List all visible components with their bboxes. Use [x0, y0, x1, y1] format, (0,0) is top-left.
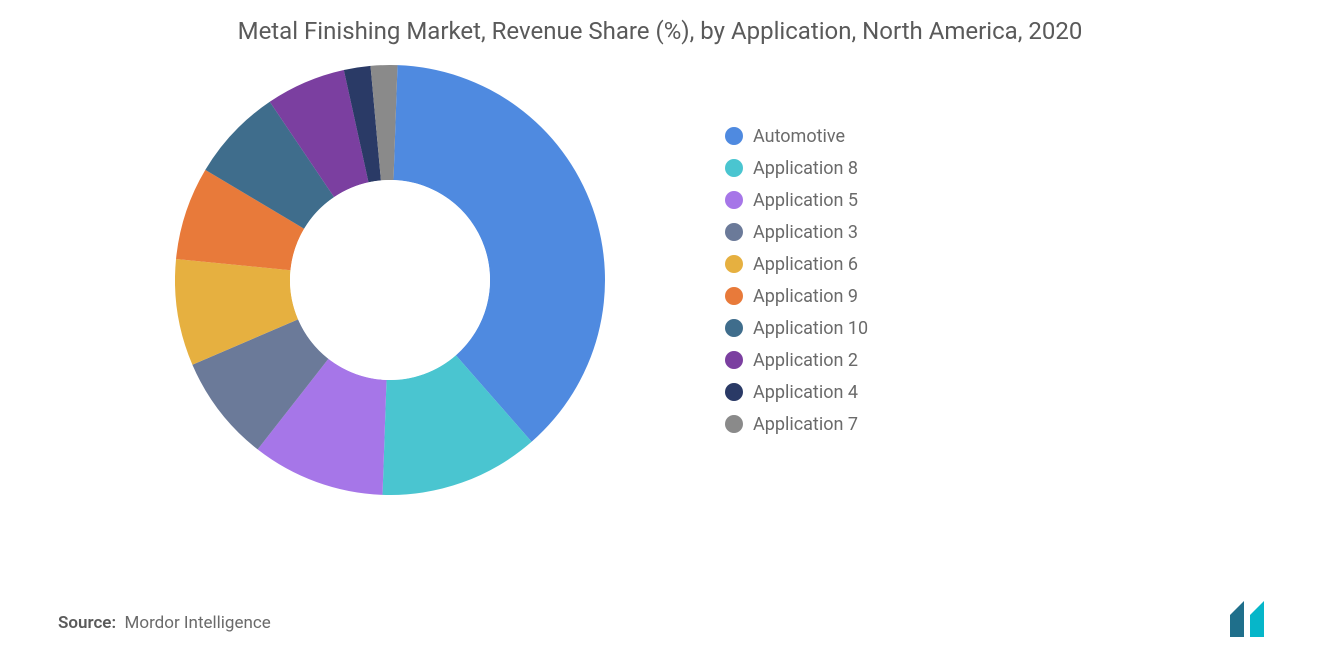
donut-chart: [175, 65, 605, 495]
legend-swatch: [725, 383, 743, 401]
legend-swatch: [725, 287, 743, 305]
legend-item: Application 10: [725, 318, 868, 339]
legend-item: Application 5: [725, 190, 868, 211]
legend-item: Automotive: [725, 126, 868, 147]
legend-label: Application 6: [753, 254, 858, 275]
legend-label: Automotive: [753, 126, 845, 147]
legend-item: Application 3: [725, 222, 868, 243]
legend-label: Application 9: [753, 286, 858, 307]
legend: Automotive Application 8 Application 5 Appl…: [725, 126, 868, 435]
legend-swatch: [725, 127, 743, 145]
legend-swatch: [725, 351, 743, 369]
legend-label: Application 3: [753, 222, 858, 243]
legend-item: Application 4: [725, 382, 868, 403]
legend-label: Application 5: [753, 190, 858, 211]
chart-area: Automotive Application 8 Application 5 Appl…: [60, 65, 1260, 495]
legend-item: Application 9: [725, 286, 868, 307]
legend-item: Application 2: [725, 350, 868, 371]
brand-logo: [1226, 597, 1282, 637]
legend-swatch: [725, 191, 743, 209]
source-value: Mordor Intelligence: [125, 613, 271, 633]
source-label: Source:: [58, 613, 116, 633]
legend-item: Application 6: [725, 254, 868, 275]
chart-title: Metal Finishing Market, Revenue Share (%…: [110, 15, 1210, 47]
legend-label: Application 7: [753, 414, 858, 435]
legend-label: Application 8: [753, 158, 858, 179]
legend-item: Application 7: [725, 414, 868, 435]
source-attribution: Source: Mordor Intelligence: [58, 613, 271, 633]
legend-label: Application 2: [753, 350, 858, 371]
legend-swatch: [725, 415, 743, 433]
legend-swatch: [725, 223, 743, 241]
legend-swatch: [725, 255, 743, 273]
chart-container: Metal Finishing Market, Revenue Share (%…: [0, 0, 1320, 665]
legend-item: Application 8: [725, 158, 868, 179]
legend-label: Application 4: [753, 382, 858, 403]
legend-label: Application 10: [753, 318, 868, 339]
legend-swatch: [725, 319, 743, 337]
legend-swatch: [725, 159, 743, 177]
donut-hole: [290, 180, 490, 380]
